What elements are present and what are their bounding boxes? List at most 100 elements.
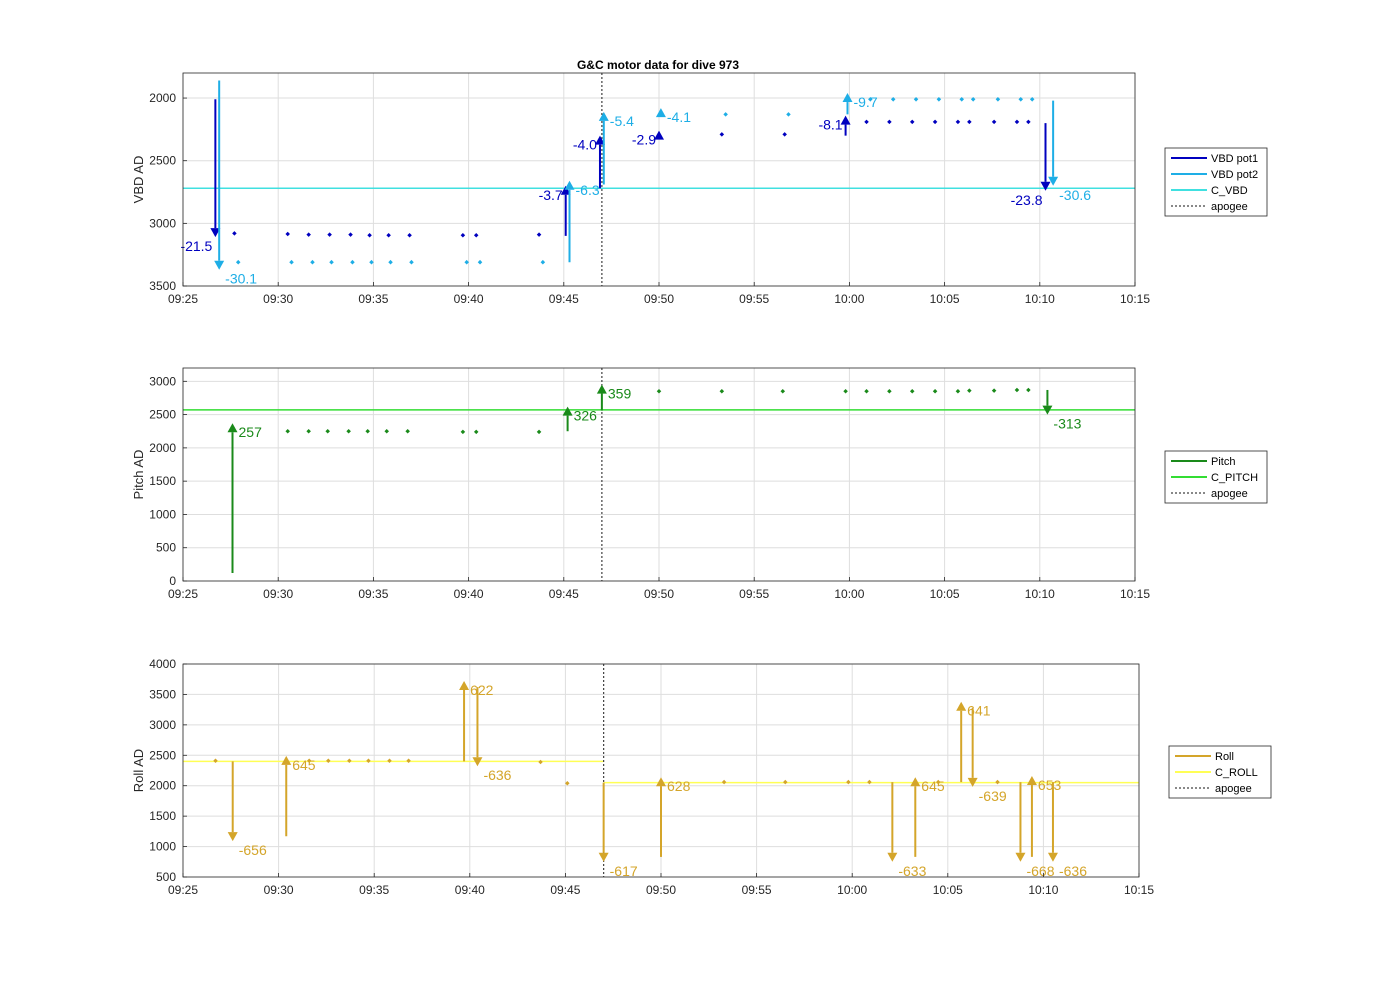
y-tick-label: 2500: [149, 154, 176, 168]
arrow-label: -8.1: [818, 117, 842, 133]
roll-point: [867, 779, 872, 785]
pitch-point: [365, 428, 370, 434]
vbd-pot1-point: [1026, 119, 1031, 125]
x-tick-label: 10:05: [930, 292, 960, 306]
arrowhead: [562, 406, 573, 416]
vbd-pot1-point: [386, 232, 391, 238]
arrowhead: [472, 757, 483, 767]
arrowhead: [596, 384, 607, 394]
roll-point: [387, 758, 392, 764]
legend-entry: VBD pot1: [1211, 153, 1258, 165]
pitch-point: [967, 388, 972, 393]
x-tick-label: 09:50: [644, 292, 674, 306]
roll-point: [406, 758, 411, 764]
legend-entry: Pitch: [1211, 456, 1235, 468]
x-tick-label: 09:25: [168, 292, 198, 306]
x-tick-label: 09:30: [264, 883, 294, 897]
x-tick-label: 09:55: [739, 587, 769, 601]
vbd-pot2-point: [310, 259, 315, 265]
arrow-label: 359: [608, 386, 632, 402]
plots-area: -21.5 -30.1 -3.7 -6.3 -4.0 -5.4 -2.9 -4.1 -8.1 -9…: [131, 72, 1272, 897]
arrow-label: 641: [967, 703, 991, 719]
pitch-point: [719, 389, 725, 394]
arrow-label: -4.0: [573, 137, 597, 153]
y-tick-label: 3000: [149, 718, 176, 732]
legend-entry: apogee: [1211, 488, 1248, 500]
pitch-point: [1026, 387, 1031, 393]
x-tick-label: 10:15: [1124, 883, 1154, 897]
x-tick-label: 09:55: [742, 883, 772, 897]
arrowhead: [656, 777, 666, 787]
roll-point: [347, 758, 352, 764]
pitch-point: [780, 389, 786, 394]
x-tick-label: 09:40: [454, 587, 484, 601]
arrow-label: -639: [979, 788, 1007, 804]
y-tick-label: 3000: [149, 374, 176, 388]
arrow-label: -5.4: [610, 113, 634, 129]
roll-point: [565, 781, 570, 786]
pitch-point: [887, 389, 892, 394]
arrow-label: -30.6: [1059, 187, 1091, 203]
roll-point: [306, 758, 312, 764]
x-tick-label: 10:05: [933, 883, 963, 897]
roll-point: [366, 758, 371, 764]
arrow-label: -313: [1053, 416, 1081, 432]
arrowhead: [842, 93, 853, 103]
x-tick-label: 09:40: [455, 883, 485, 897]
pitch-point: [384, 428, 389, 434]
vbd-pot1-point: [348, 232, 353, 237]
arrow-label: -4.1: [667, 109, 691, 125]
arrow-label: 653: [1038, 777, 1062, 793]
y-tick-label: 2000: [149, 441, 176, 455]
vbd-pot1-point: [306, 232, 311, 237]
x-tick-label: 10:15: [1120, 292, 1150, 306]
roll-point: [783, 779, 788, 785]
arrow-label: -21.5: [180, 238, 212, 254]
panel-pitch: 257 326 359 -313 09:25 09:30 09:35 09:40 09:45 09…: [131, 367, 1268, 601]
arrowhead: [560, 185, 571, 195]
chart-title: G&C motor data for dive 973: [577, 58, 739, 72]
x-tick-label: 09:30: [263, 587, 293, 601]
legend-entry: apogee: [1211, 201, 1248, 213]
pitch-point: [955, 389, 961, 394]
arrowhead: [840, 115, 851, 125]
y-tick-label: 2000: [149, 91, 176, 105]
arrowhead: [1026, 775, 1037, 785]
arrow-label: -6.3: [576, 182, 600, 198]
roll-point: [995, 779, 1000, 785]
vbd-pot2-point: [289, 259, 294, 265]
arrow-label: 628: [667, 778, 691, 794]
y-tick-label: 1000: [149, 840, 176, 854]
pitch-point: [909, 389, 915, 394]
arrow-label: 645: [921, 778, 945, 794]
arrowhead: [564, 180, 575, 190]
y-tick-label: 3500: [149, 279, 176, 293]
arrowhead: [1040, 181, 1051, 191]
vbd-pot2-point: [350, 259, 355, 265]
y-axis-label: VBD AD: [131, 156, 146, 204]
arrow-label: -3.7: [539, 187, 563, 203]
vbd-pot1-point: [407, 232, 412, 238]
legend-entry: C_VBD: [1211, 185, 1248, 197]
arrowhead: [887, 852, 898, 862]
pitch-point: [864, 389, 869, 394]
vbd-pot1-point: [327, 232, 332, 237]
arrow-label: -636: [1059, 863, 1087, 879]
x-tick-label: 09:35: [358, 292, 388, 306]
arrow-label: 326: [574, 408, 598, 424]
x-tick-label: 09:50: [644, 587, 674, 601]
arrowhead: [1047, 852, 1058, 862]
vbd-pot2-point: [540, 259, 546, 265]
vbd-pot2-point: [388, 259, 393, 265]
pitch-point: [473, 429, 479, 435]
pitch-point: [991, 388, 997, 393]
arrowhead: [910, 777, 921, 787]
x-tick-label: 09:45: [549, 292, 579, 306]
pitch-point: [325, 428, 330, 434]
y-axis-label: Pitch AD: [131, 450, 146, 500]
x-tick-label: 10:05: [930, 587, 960, 601]
pitch-point: [306, 428, 311, 434]
arrowhead: [654, 130, 664, 140]
